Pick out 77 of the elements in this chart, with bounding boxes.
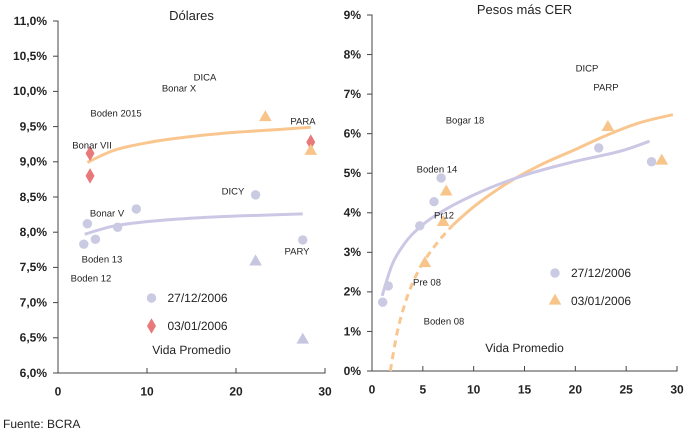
annotation: Boden 2015 [90,108,142,120]
annotation: Bogar 18 [446,115,484,126]
x-tick-label: 0 [368,382,376,397]
y-tick-label: 2% [344,284,362,299]
x-axis-title: Vida Promedio [152,343,232,357]
x-tick-label: 10 [140,384,154,399]
annotation: PARA [290,116,316,128]
point [296,332,310,344]
y-tick-label: 9,0% [20,154,48,169]
annotation: Boden 13 [82,254,122,266]
y-tick-label: 5% [344,166,362,180]
y-tick-label: 6,5% [20,330,48,345]
legend-label: 27/12/2006 [168,291,228,306]
annotation: Boden 08 [424,316,464,328]
y-tick-label: 6,0% [20,366,48,380]
x-tick-label: 10 [466,382,481,397]
x-axis-title: Vida Promedio [485,341,564,355]
y-tick-label: 3% [344,245,362,260]
point [415,221,425,231]
annotation: PARP [593,82,619,94]
point [429,196,439,206]
point [112,222,122,232]
y-tick-label: 8,5% [20,190,48,204]
point [384,281,393,291]
y-tick-label: 9,5% [20,119,48,134]
annotation: PARY [284,246,310,258]
chart-title: Pesos más CER [476,2,572,17]
annotation: Pre 08 [413,277,441,288]
point [250,190,260,200]
point [79,239,89,249]
annotation: Boden 12 [70,273,112,284]
legend-label: 27/12/2006 [571,266,632,280]
annotation: DICP [576,63,598,74]
point [298,235,308,245]
legend-label: 03/01/2006 [168,319,228,334]
annotation: DICA [194,72,218,84]
y-tick-label: 8% [344,47,362,62]
legend-label: 03/01/2006 [571,294,632,308]
point [90,234,100,244]
y-tick-label: 9% [344,8,362,22]
x-tick-label: 15 [518,382,532,397]
x-tick-label: 5 [419,382,426,397]
annotation: Bonar X [162,83,197,94]
point [436,173,446,183]
x-tick-label: 30 [670,382,684,397]
point [82,219,92,228]
point [646,157,656,166]
y-tick-label: 6% [344,126,362,141]
x-tick-label: 20 [568,382,582,397]
annotation: Bonar VII [72,140,112,152]
point [378,297,388,307]
y-tick-label: 10,0% [12,84,48,98]
point [594,143,604,153]
y-tick-label: 7,5% [20,260,48,274]
point [440,184,453,196]
annotation: Pr12 [434,210,454,222]
point [418,256,432,268]
source-note: Fuente: BCRA [3,417,80,431]
point [132,204,142,214]
y-tick-label: 0% [344,364,362,378]
point [602,120,614,132]
annotation: Bonar V [90,208,125,220]
x-tick-label: 25 [619,382,634,397]
x-tick-label: 30 [318,384,332,399]
annotation: DICY [222,186,246,198]
y-tick-label: 4% [344,206,362,220]
y-tick-label: 1% [344,324,362,338]
annotation: Boden 14 [416,164,458,176]
y-tick-label: 7% [344,86,362,101]
y-tick-label: 11,0% [14,14,48,28]
x-tick-label: 20 [229,384,243,399]
point [655,154,668,165]
y-tick-label: 7,0% [20,295,48,310]
chart-title: Dólares [169,8,214,23]
y-tick-label: 8,0% [20,225,48,240]
y-tick-label: 10,5% [12,49,48,64]
x-tick-label: 0 [54,384,62,399]
